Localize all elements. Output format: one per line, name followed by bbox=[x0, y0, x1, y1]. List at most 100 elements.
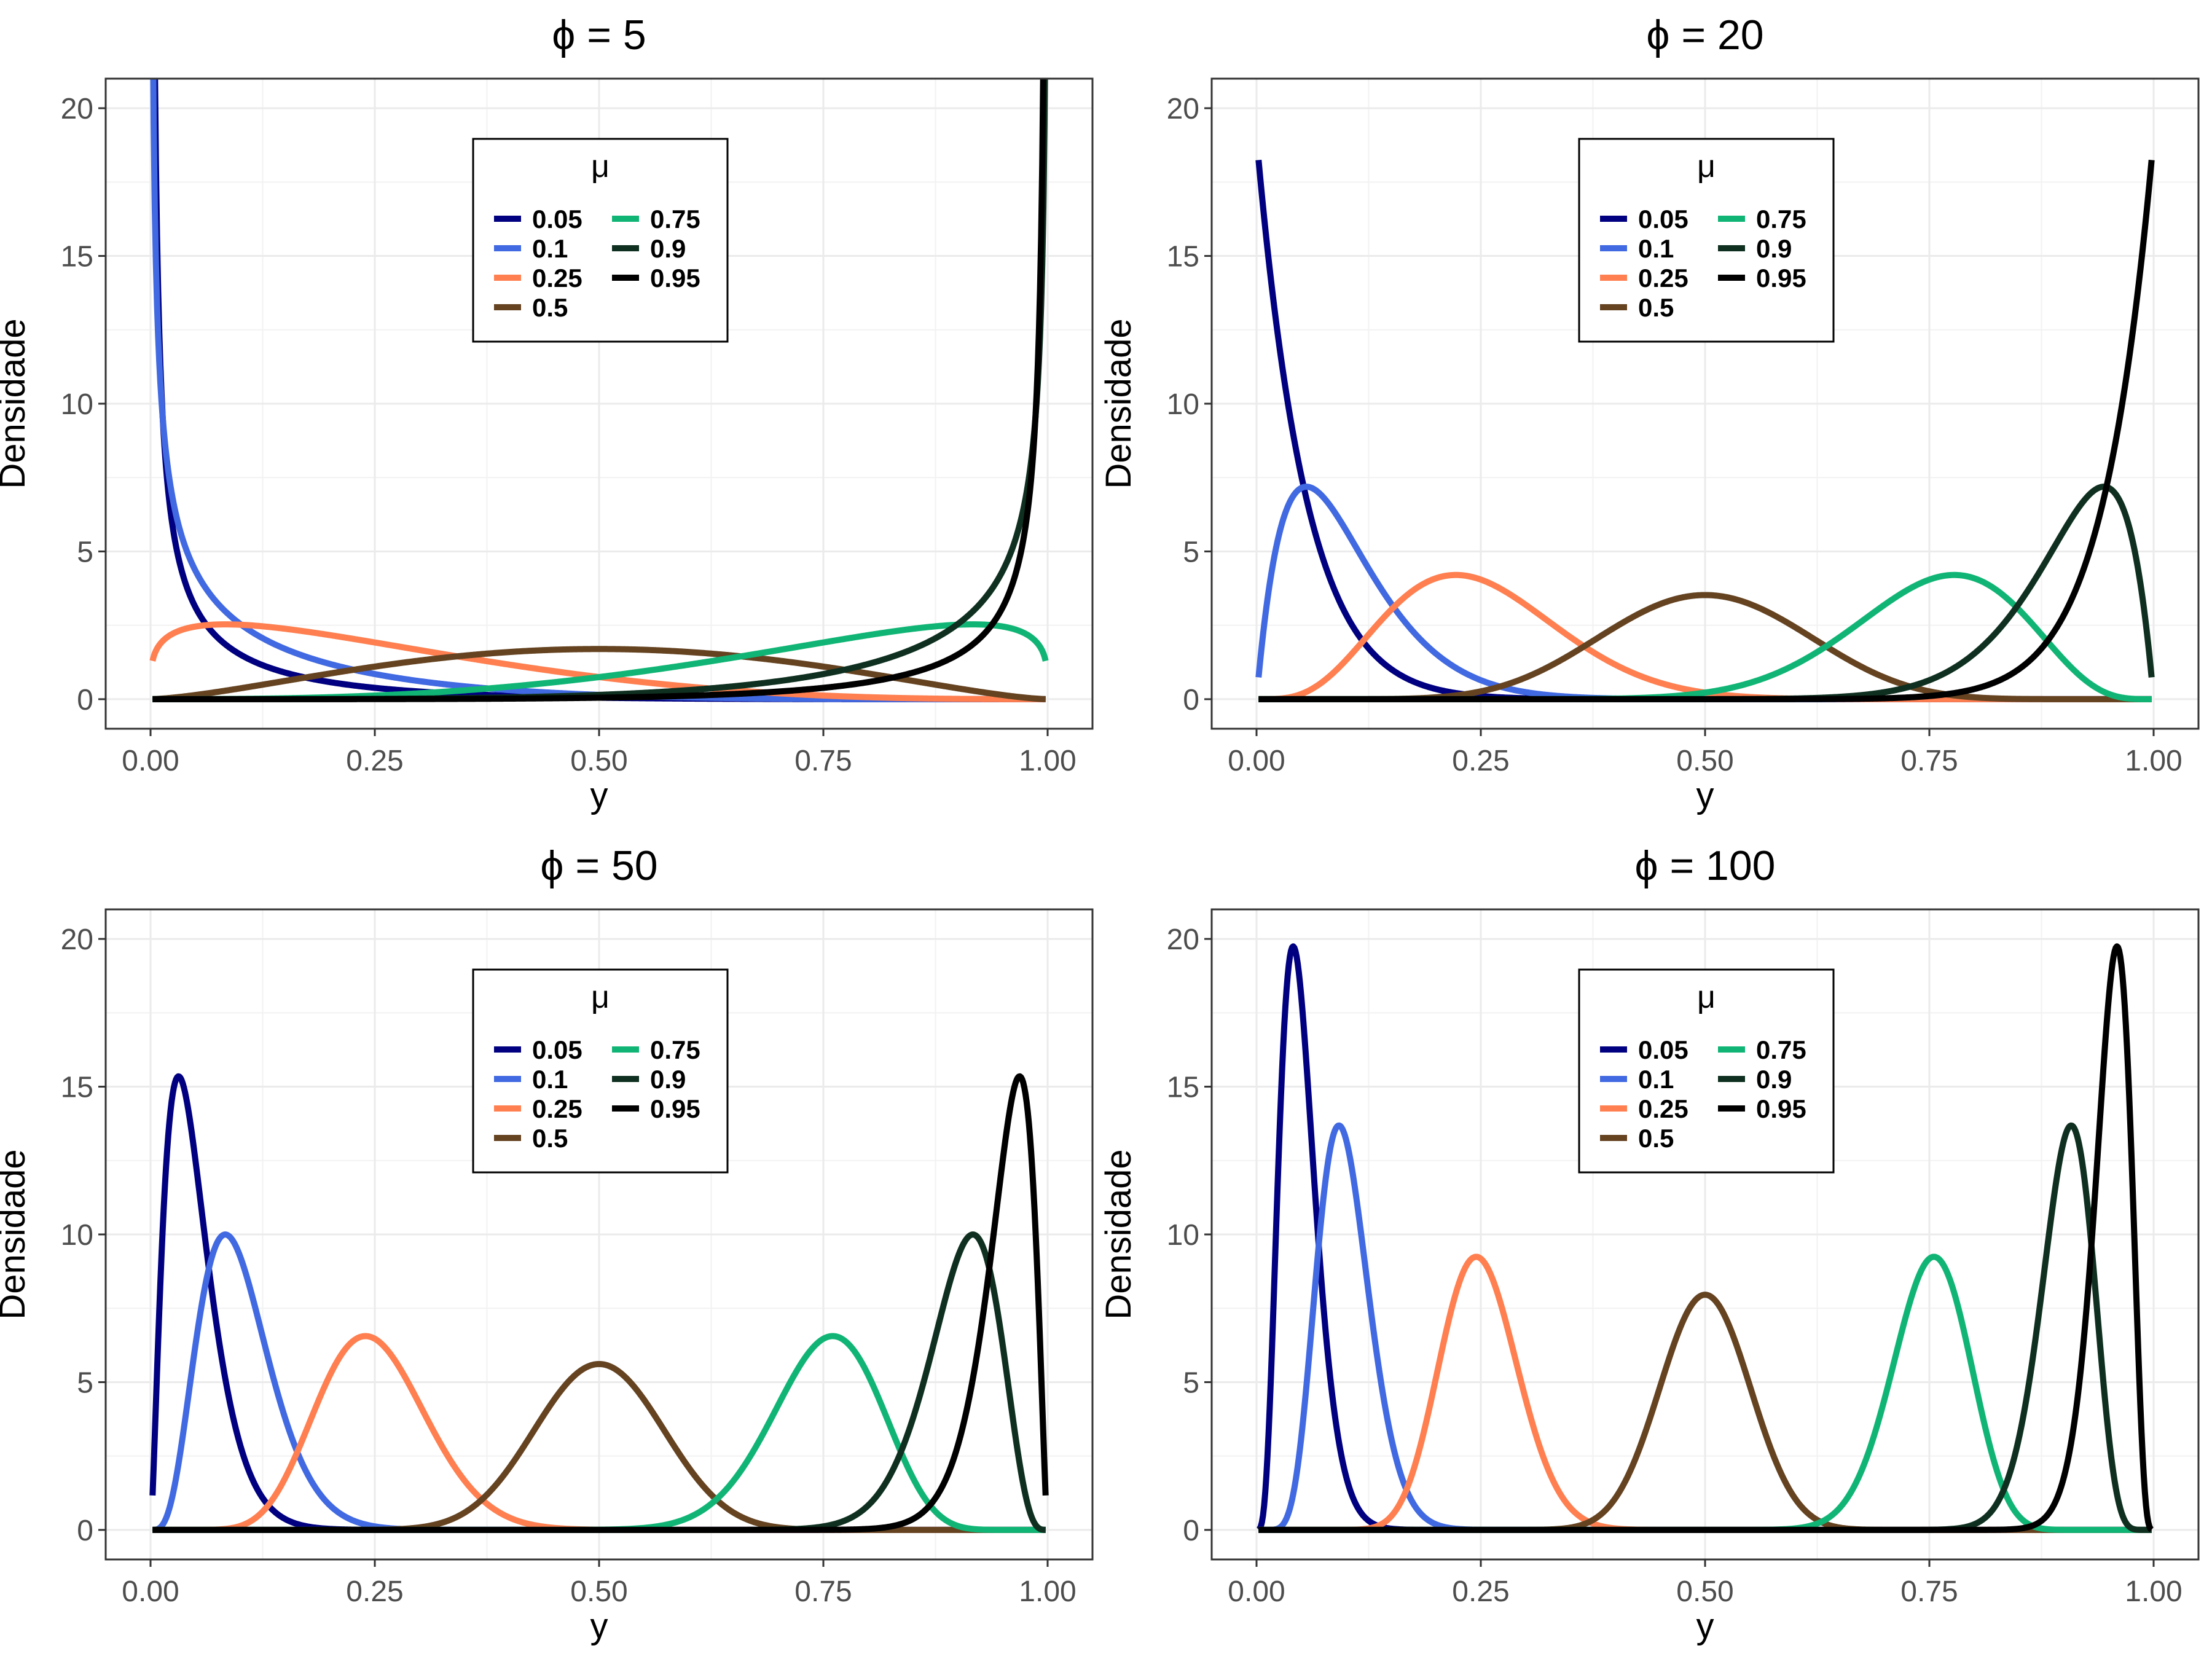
x-tick-label: 0.00 bbox=[1228, 1575, 1285, 1608]
x-axis-title: y bbox=[1696, 1606, 1714, 1646]
y-axis-title: Densidade bbox=[1099, 318, 1139, 488]
x-tick-label: 0.50 bbox=[570, 745, 627, 777]
y-tick-label: 15 bbox=[61, 1072, 93, 1104]
x-tick-label: 0.25 bbox=[346, 745, 403, 777]
curves bbox=[1257, 943, 2154, 1533]
legend-label-mu-0.5: 0.5 bbox=[532, 293, 568, 322]
legend-label-mu-0.1: 0.1 bbox=[1638, 1065, 1674, 1094]
x-axis-title: y bbox=[590, 775, 608, 815]
x-tick-label: 0.25 bbox=[346, 1575, 403, 1608]
legend-label-mu-0.05: 0.05 bbox=[532, 205, 582, 233]
legend-label-mu-0.5: 0.5 bbox=[1638, 293, 1674, 322]
legend-label-mu-0.75: 0.75 bbox=[650, 205, 700, 233]
x-tick-label: 0.25 bbox=[1452, 745, 1509, 777]
y-axis-title: Densidade bbox=[0, 318, 33, 488]
legend-label-mu-0.9: 0.9 bbox=[1756, 234, 1792, 263]
curves bbox=[1255, 159, 2155, 702]
x-tick-label: 0.50 bbox=[1676, 745, 1733, 777]
x-tick-label: 1.00 bbox=[2125, 1575, 2182, 1608]
panel-title: ϕ = 20 bbox=[1646, 12, 1763, 58]
x-tick-label: 0.75 bbox=[794, 1575, 852, 1608]
x-tick-label: 0.50 bbox=[570, 1575, 627, 1608]
y-tick-label: 0 bbox=[1183, 684, 1199, 716]
legend-label-mu-0.75: 0.75 bbox=[1756, 205, 1806, 233]
legend-label-mu-0.95: 0.95 bbox=[1756, 264, 1806, 292]
legend-label-mu-0.1: 0.1 bbox=[532, 1065, 568, 1094]
y-tick-label: 0 bbox=[77, 684, 93, 716]
legend-label-mu-0.95: 0.95 bbox=[650, 1094, 700, 1123]
x-tick-label: 0.75 bbox=[794, 745, 852, 777]
legend: μ 0.050.10.250.5 0.750.90.95 bbox=[1578, 968, 1835, 1174]
x-tick-label: 1.00 bbox=[2125, 745, 2182, 777]
x-tick-label: 0.00 bbox=[122, 745, 179, 777]
y-tick-label: 15 bbox=[1167, 1072, 1199, 1104]
legend-label-mu-0.25: 0.25 bbox=[1638, 1094, 1688, 1123]
y-tick-label: 15 bbox=[1167, 241, 1199, 273]
x-tick-label: 0.00 bbox=[1228, 745, 1285, 777]
legend-label-mu-0.25: 0.25 bbox=[532, 264, 582, 292]
series-line-mu-0.95 bbox=[151, 79, 1046, 702]
y-axis-title: Densidade bbox=[1099, 1149, 1139, 1319]
legend: μ 0.050.10.250.5 0.750.90.95 bbox=[472, 138, 729, 343]
x-tick-label: 0.50 bbox=[1676, 1575, 1733, 1608]
y-tick-label: 20 bbox=[1167, 924, 1199, 956]
x-axis-title: y bbox=[590, 1606, 608, 1646]
legend-label-mu-0.5: 0.5 bbox=[1638, 1124, 1674, 1153]
panel-phi-5: 0 5 10 15 20 0.00 0.25 0.50 0.75 1.00 y Densidade ϕ … bbox=[0, 12, 1094, 815]
y-tick-label: 10 bbox=[1167, 388, 1199, 421]
legend-label-mu-0.75: 0.75 bbox=[1756, 1035, 1806, 1064]
legend: μ 0.050.10.250.5 0.750.90.95 bbox=[472, 968, 729, 1174]
panel-phi-50: 0 5 10 15 20 0.00 0.25 0.50 0.75 1.00 y Densidade ϕ … bbox=[0, 842, 1094, 1646]
legend-label-mu-0.95: 0.95 bbox=[650, 264, 700, 292]
panel-phi-100: 0 5 10 15 20 0.00 0.25 0.50 0.75 1.00 y Densidade ϕ … bbox=[1099, 842, 2200, 1646]
legend-label-mu-0.05: 0.05 bbox=[1638, 1035, 1688, 1064]
y-tick-label: 5 bbox=[77, 536, 93, 568]
y-tick-label: 5 bbox=[1183, 1367, 1199, 1399]
y-tick-label: 10 bbox=[61, 1219, 93, 1252]
y-tick-label: 10 bbox=[61, 388, 93, 421]
y-tick-label: 0 bbox=[77, 1515, 93, 1547]
legend-label-mu-0.9: 0.9 bbox=[650, 234, 686, 263]
legend-label-mu-0.1: 0.1 bbox=[1638, 234, 1674, 263]
x-tick-label: 1.00 bbox=[1019, 1575, 1076, 1608]
legend-label-mu-0.9: 0.9 bbox=[1756, 1065, 1792, 1094]
x-tick-label: 0.00 bbox=[122, 1575, 179, 1608]
x-tick-label: 1.00 bbox=[1019, 745, 1076, 777]
curves bbox=[149, 79, 1049, 702]
x-tick-label: 0.75 bbox=[1900, 745, 1958, 777]
legend: μ 0.050.10.250.5 0.750.90.95 bbox=[1578, 138, 1835, 343]
panel-phi-20: 0 5 10 15 20 0.00 0.25 0.50 0.75 1.00 y Densidade ϕ … bbox=[1099, 12, 2200, 815]
legend-title: μ bbox=[591, 149, 610, 184]
series-line-mu-0.95 bbox=[1257, 943, 2154, 1533]
y-tick-label: 15 bbox=[61, 241, 93, 273]
curves bbox=[149, 1073, 1049, 1533]
legend-title: μ bbox=[591, 979, 610, 1015]
y-tick-label: 20 bbox=[61, 924, 93, 956]
series-line-mu-0.95 bbox=[1257, 159, 2155, 702]
y-tick-label: 20 bbox=[61, 93, 93, 125]
x-tick-label: 0.25 bbox=[1452, 1575, 1509, 1608]
legend-label-mu-0.75: 0.75 bbox=[650, 1035, 700, 1064]
y-axis-title: Densidade bbox=[0, 1149, 33, 1319]
legend-label-mu-0.1: 0.1 bbox=[532, 234, 568, 263]
legend-label-mu-0.05: 0.05 bbox=[532, 1035, 582, 1064]
y-tick-label: 5 bbox=[1183, 536, 1199, 568]
x-axis-title: y bbox=[1696, 775, 1714, 815]
y-tick-label: 5 bbox=[77, 1367, 93, 1399]
series-line-mu-0.95 bbox=[151, 1073, 1049, 1533]
legend-label-mu-0.5: 0.5 bbox=[532, 1124, 568, 1153]
y-tick-label: 10 bbox=[1167, 1219, 1199, 1252]
legend-label-mu-0.25: 0.25 bbox=[532, 1094, 582, 1123]
x-tick-label: 0.75 bbox=[1900, 1575, 1958, 1608]
legend-label-mu-0.9: 0.9 bbox=[650, 1065, 686, 1094]
legend-title: μ bbox=[1697, 979, 1716, 1015]
y-tick-label: 20 bbox=[1167, 93, 1199, 125]
y-tick-label: 0 bbox=[1183, 1515, 1199, 1547]
legend-title: μ bbox=[1697, 149, 1716, 184]
panel-title: ϕ = 5 bbox=[552, 12, 646, 58]
panel-title: ϕ = 50 bbox=[540, 842, 657, 889]
panel-title: ϕ = 100 bbox=[1634, 842, 1775, 889]
legend-label-mu-0.25: 0.25 bbox=[1638, 264, 1688, 292]
legend-label-mu-0.05: 0.05 bbox=[1638, 205, 1688, 233]
